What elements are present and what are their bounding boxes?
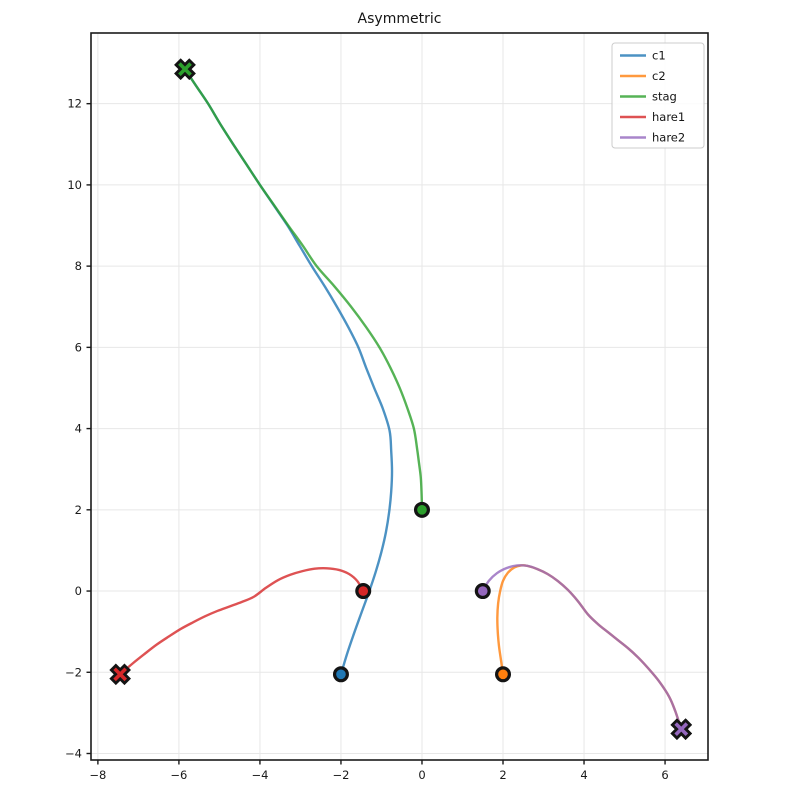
series-line-hare2 <box>481 564 683 731</box>
x-tick-label--8: −8 <box>89 768 106 782</box>
chart-title: Asymmetric <box>357 11 442 27</box>
y-tick-label-6: 6 <box>75 340 82 354</box>
legend-label-hare1: hare1 <box>652 110 685 124</box>
x-tick-label--2: −2 <box>332 768 349 782</box>
marker-end-hare2 <box>670 718 693 740</box>
legend-label-stag: stag <box>652 90 677 104</box>
marker-end-hare1 <box>109 663 131 686</box>
series-line-stag <box>183 67 424 512</box>
marker-start-hare1 <box>355 583 372 600</box>
x-tick-label-0: 0 <box>418 768 425 782</box>
y-tick-label-8: 8 <box>75 259 82 273</box>
y-tick-label-10: 10 <box>67 178 82 192</box>
y-tick-label--2: −2 <box>65 665 82 679</box>
y-tick-label-0: 0 <box>75 584 82 598</box>
series-line-hare1 <box>118 567 365 676</box>
series-line-c2 <box>496 564 683 731</box>
marker-start-c1 <box>332 666 349 683</box>
legend-label-hare2: hare2 <box>652 131 685 145</box>
marker-start-stag <box>413 501 430 518</box>
marker-end-stag <box>174 58 196 80</box>
x-tick-label--4: −4 <box>251 768 268 782</box>
legend-label-c1: c1 <box>652 49 666 63</box>
legend-box <box>611 42 705 149</box>
legend: c1 c2 stag hare1 hare2 <box>611 42 705 149</box>
x-tick-label--6: −6 <box>170 768 187 782</box>
y-tick-label-2: 2 <box>75 503 82 517</box>
x-tick-label-6: 6 <box>661 768 668 782</box>
marker-start-c2 <box>495 666 512 683</box>
x-tick-label-2: 2 <box>499 768 506 782</box>
y-tick-label--4: −4 <box>65 747 82 761</box>
y-tick-label-4: 4 <box>75 422 82 436</box>
y-tick-label-12: 12 <box>67 97 82 111</box>
axes-spines <box>90 32 709 761</box>
x-tick-label-4: 4 <box>580 768 587 782</box>
legend-label-c2: c2 <box>652 69 666 83</box>
marker-start-hare2 <box>474 583 491 600</box>
